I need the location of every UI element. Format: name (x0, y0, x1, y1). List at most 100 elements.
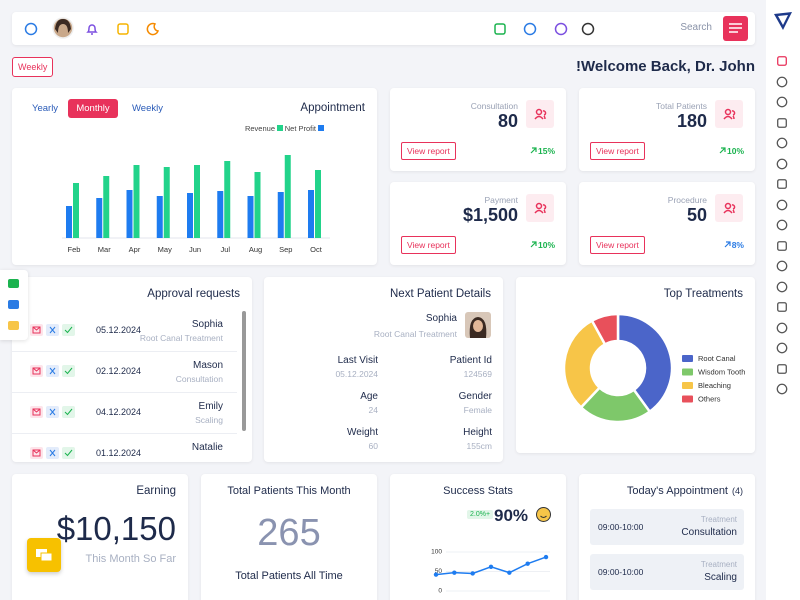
icon[interactable] (776, 219, 788, 231)
bar (224, 161, 231, 238)
decline-button[interactable] (46, 365, 59, 377)
icon[interactable] (776, 301, 788, 313)
appointment-row[interactable]: 09:00-10:00 Treatment Consultation (590, 509, 744, 545)
period-tab[interactable]: Monthly (68, 99, 118, 118)
stat-value: $1,500 (462, 205, 518, 225)
appointment-row[interactable]: 09:00-10:00 Treatment Scaling (590, 554, 744, 590)
line-marker (452, 570, 457, 575)
scrollbar[interactable] (242, 311, 246, 431)
view-report-button[interactable]: View report (590, 236, 645, 254)
approve-button[interactable] (62, 324, 75, 336)
decline-button[interactable] (46, 406, 59, 418)
icon[interactable] (776, 260, 788, 272)
bar (156, 196, 163, 238)
period-tab[interactable]: Weekly (132, 103, 163, 114)
icon-shape (581, 22, 595, 36)
field-value: 155cm (466, 441, 492, 451)
search-input[interactable]: Search (680, 22, 712, 33)
icon-shape (554, 22, 568, 36)
appointment-label: Treatment (700, 560, 737, 569)
approve-button[interactable] (62, 406, 75, 418)
bar (66, 206, 72, 238)
chat-button[interactable] (27, 538, 61, 572)
icon[interactable] (523, 22, 537, 36)
reject-mail-button[interactable] (30, 447, 43, 459)
reject-mail-button[interactable] (30, 365, 43, 377)
icon[interactable] (146, 22, 160, 36)
earning-card: Earning $10,150 This Month So Far (12, 474, 188, 600)
approve-button[interactable] (62, 365, 75, 377)
floating-tool[interactable] (8, 279, 19, 288)
icon-shape (776, 281, 788, 292)
icon (723, 202, 736, 214)
icon[interactable] (116, 22, 130, 36)
reject-mail-button[interactable] (30, 324, 43, 336)
decline-button[interactable] (46, 447, 59, 459)
menu-button[interactable] (723, 16, 748, 41)
icon[interactable] (776, 199, 788, 211)
view-report-button[interactable]: View report (590, 142, 645, 160)
stat-change: 15% (530, 146, 555, 156)
icon[interactable] (776, 383, 788, 395)
x-tick-label: Sep (279, 245, 292, 254)
earning-note: This Month So Far (85, 553, 176, 565)
line-chart: 0 50 100 (431, 549, 550, 595)
icon[interactable] (776, 281, 788, 293)
reject-mail-button[interactable] (30, 406, 43, 418)
logo (774, 12, 792, 30)
view-report-button[interactable]: View report (401, 236, 456, 254)
bar (277, 192, 284, 238)
treatment-name: Consultation (175, 374, 223, 384)
menu-icon (729, 23, 742, 33)
icon[interactable] (776, 137, 788, 149)
smiley-mouth (540, 515, 547, 518)
icon[interactable] (24, 22, 38, 36)
icon[interactable] (776, 55, 788, 67)
view-report-button[interactable]: View report (401, 142, 456, 160)
approve-button[interactable] (62, 447, 75, 459)
icon[interactable] (776, 240, 788, 252)
period-tab[interactable]: Yearly (32, 103, 59, 114)
icon[interactable] (776, 117, 788, 129)
icon[interactable] (554, 22, 568, 36)
filter-button[interactable]: Weekly (12, 57, 54, 77)
icon[interactable] (85, 22, 99, 36)
legend-label: Revenue (245, 124, 275, 133)
stat-label: Procedure (667, 195, 707, 205)
floating-tool[interactable] (8, 300, 19, 309)
approval-row: 04.12.2024 Emily Scaling (12, 392, 237, 434)
icon[interactable] (493, 22, 507, 36)
bar (163, 167, 170, 238)
icon-shape (777, 302, 787, 312)
bar (247, 196, 254, 238)
icon[interactable] (776, 158, 788, 170)
floating-tool[interactable] (8, 321, 19, 330)
icon-shape (723, 110, 736, 120)
icon[interactable] (776, 96, 788, 108)
stat-label: Payment (484, 195, 518, 205)
icon[interactable] (776, 76, 788, 88)
icon[interactable] (776, 363, 788, 375)
action-glyph (49, 408, 56, 416)
stat-label: Consultation (470, 101, 518, 111)
patient-treatment: Root Canal Treatment (373, 329, 457, 339)
action-icon (64, 449, 73, 457)
success-badge: 2.0%+ (467, 510, 494, 519)
icon-shape (534, 110, 547, 120)
appointment-card: Appointment Yearly Monthly Weekly Revenue Net… (12, 88, 377, 265)
patient-name: Natalie (191, 442, 223, 453)
x-tick-label: Aug (249, 245, 262, 254)
icon (534, 202, 547, 214)
stat-card: Consultation 80 View report 15% (390, 88, 566, 171)
icon[interactable] (581, 22, 595, 36)
decline-button[interactable] (46, 324, 59, 336)
icon[interactable] (776, 178, 788, 190)
icon[interactable] (776, 322, 788, 334)
stat-icon (526, 100, 554, 128)
field-label: Last Visit (337, 355, 378, 366)
success-value: 90% (494, 506, 529, 525)
action-glyph (49, 449, 56, 457)
icon[interactable] (776, 342, 788, 354)
action-icon (49, 326, 56, 334)
